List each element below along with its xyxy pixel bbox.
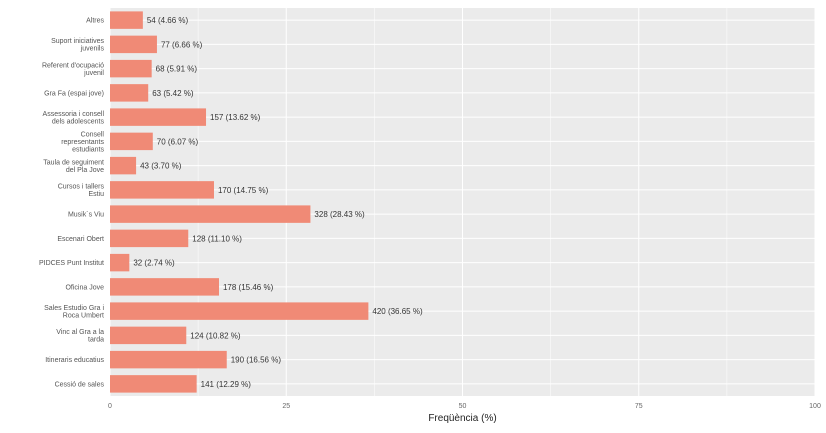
bar [110,132,153,151]
category-label: Altres [86,18,104,25]
bar [110,302,369,320]
category-label: PIDCES Punt Institut [39,260,104,267]
grid-layer [109,8,816,396]
label-layer: 54 (4.66 %) Altres 77 (6.66 %) Suport inici… [39,16,423,389]
bar [110,181,214,199]
x-axis-title: Freqüència (%) [428,413,496,424]
category-label: Escenari Obert [57,236,104,243]
bar-value-label: 328 (28.43 %) [314,210,365,219]
bar-value-label: 170 (14.75 %) [218,186,269,195]
bar-value-label: 141 (12.29 %) [201,380,252,389]
category-label: Vinc al Gra a la tarda [56,329,104,344]
category-label: Itineraris educatius [45,357,104,364]
bar-value-label: 190 (16.56 %) [231,356,282,365]
bar [110,326,187,345]
x-tick-label: 75 [635,403,643,410]
bar [110,229,189,248]
x-tick-label: 0 [108,403,112,410]
category-label: Sales Estudio Gra i Roca Umbert [44,305,104,320]
category-label: Gra Fa (espai jove) [44,90,104,97]
bar [110,11,143,29]
bar [110,108,207,126]
bar-value-label: 70 (6.07 %) [157,137,199,146]
category-label: Cessió de sales [55,381,105,388]
bar-value-label: 63 (5.42 %) [152,89,194,98]
bar [110,156,137,175]
category-label: Taula de seguiment del Pla Jove [43,159,104,174]
bar-value-label: 178 (15.46 %) [223,283,274,292]
bar [110,350,227,369]
category-label: Musik´s Viu [68,212,104,219]
bar-value-label: 32 (2.74 %) [133,259,175,268]
category-label: Suport iniciatives juvenils [51,38,104,53]
bar-value-label: 157 (13.62 %) [210,113,261,122]
tick-layer: 0 25 50 75 100 [108,403,821,410]
category-label: Consell representants estudiants [61,131,104,153]
x-tick-label: 50 [459,403,467,410]
category-label: Referent d'ocupació juvenil [42,62,104,77]
x-tick-label: 100 [809,403,821,410]
category-label: Cursos i tallers Estiu [58,184,105,199]
bar-value-label: 68 (5.91 %) [156,65,198,74]
bar [110,84,149,102]
bar-value-label: 128 (11.10 %) [192,234,242,243]
bar [110,205,311,223]
bar-value-label: 54 (4.66 %) [147,16,189,25]
bar-value-label: 43 (3.70 %) [140,162,182,171]
bar [110,59,152,78]
bar [110,278,219,296]
bar [110,253,130,272]
category-label: Assessoria i consell dels adolescents [43,111,105,126]
bar [110,375,197,393]
bar [110,35,157,54]
category-label: Oficina Jove [65,284,104,291]
bar-value-label: 124 (10.82 %) [190,331,241,340]
bar-value-label: 77 (6.66 %) [161,40,203,49]
bar-value-label: 420 (36.65 %) [372,307,423,316]
x-tick-label: 25 [282,403,290,410]
bar-layer [110,11,369,393]
